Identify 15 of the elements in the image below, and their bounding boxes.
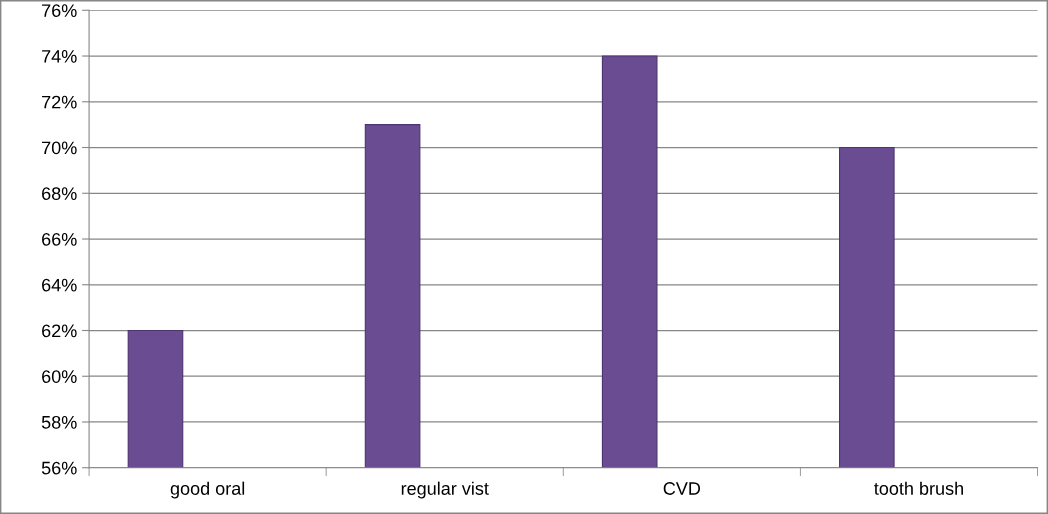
y-tick-label: 72%: [42, 95, 77, 109]
x-tick-label: good oral: [170, 481, 245, 499]
y-tick-label: 74%: [42, 50, 77, 63]
y-tick-label: 64%: [42, 278, 77, 292]
y-tick-label: 60%: [42, 370, 77, 383]
y-tick-label: 56%: [41, 461, 77, 475]
y-tick-label: 66%: [42, 232, 77, 246]
y-tick-label: 62%: [42, 324, 77, 338]
y-tick-label: 58%: [41, 415, 77, 429]
x-tick-label: regular vist: [401, 481, 489, 499]
y-tick-label: 70%: [42, 141, 77, 155]
x-tick-label: tooth brush: [874, 481, 963, 495]
x-tick-label: CVD: [663, 482, 701, 495]
y-tick-label: 76%: [42, 4, 77, 17]
y-tick-label: 68%: [42, 187, 77, 200]
